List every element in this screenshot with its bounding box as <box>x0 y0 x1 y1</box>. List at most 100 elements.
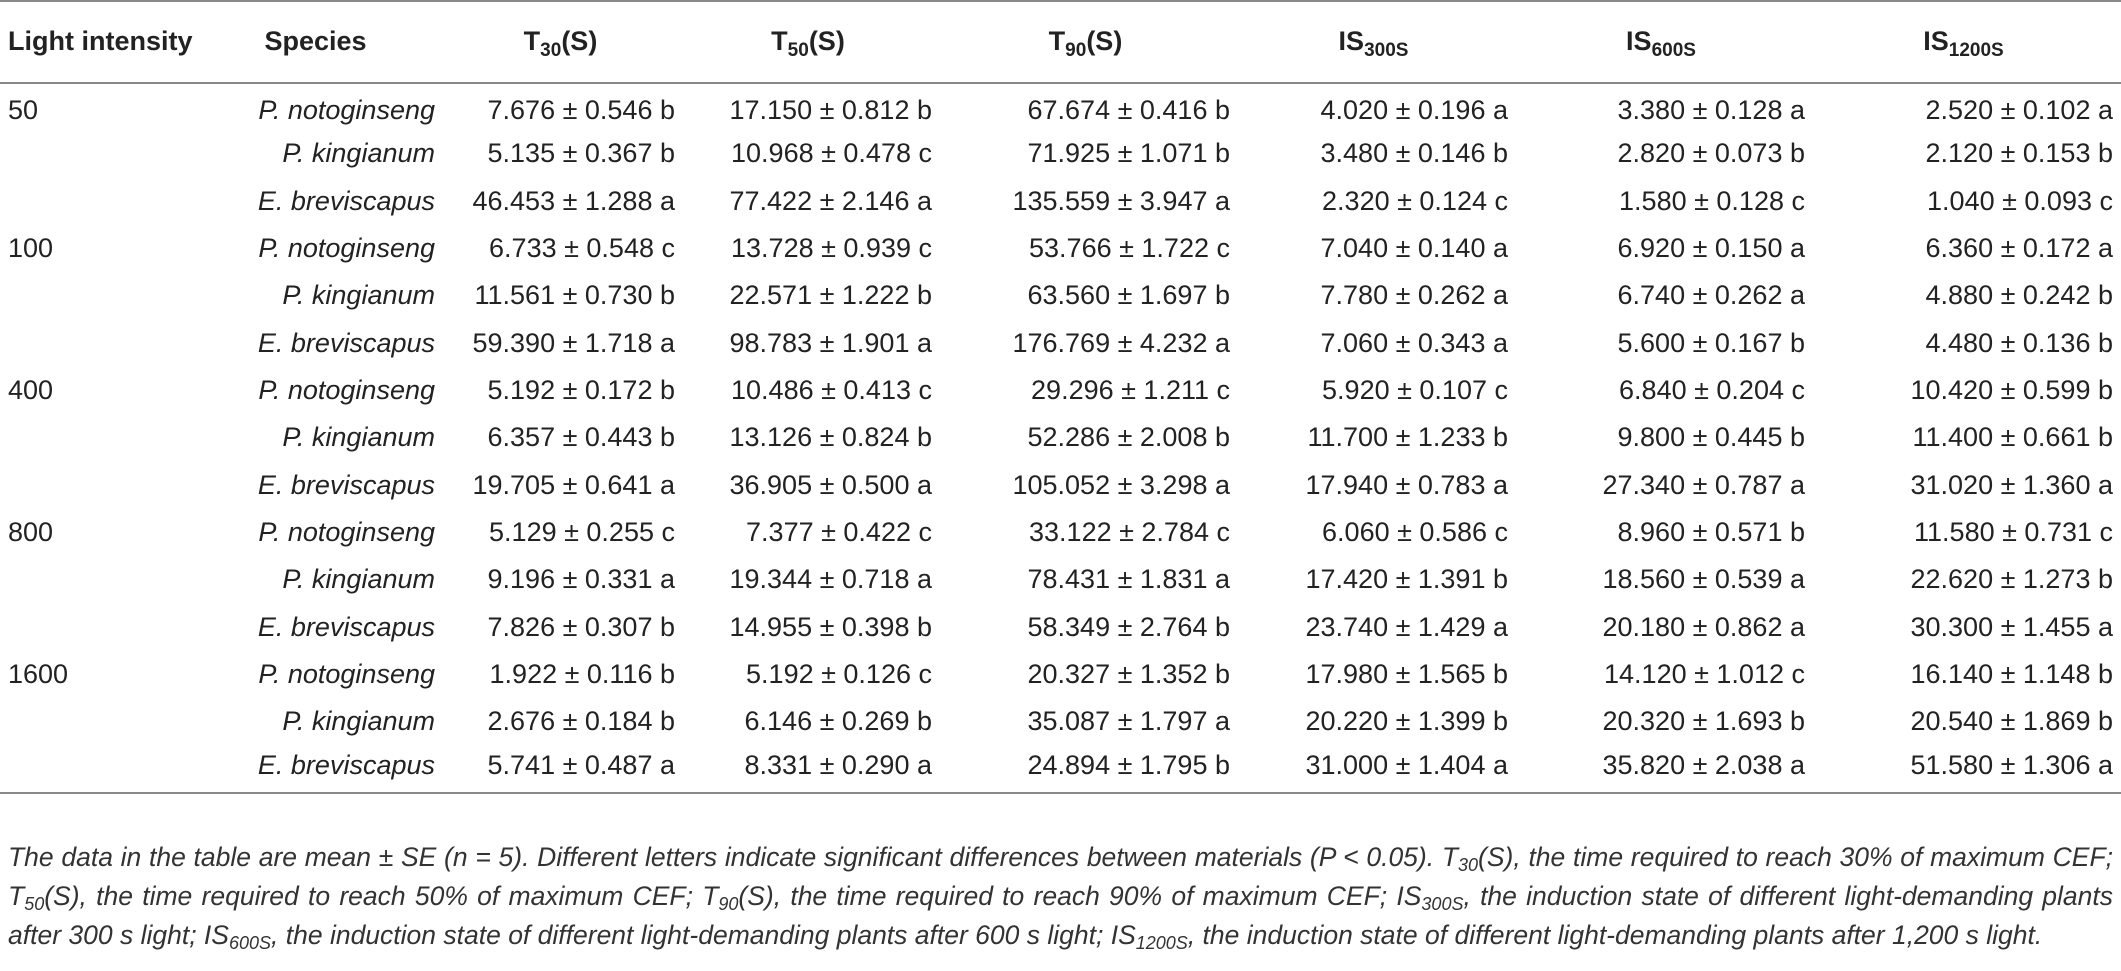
table-row: 1600 P. notoginseng 1.922 ± 0.116 b 5.192 ±… <box>0 651 2121 698</box>
t90-cell: 33.122 ± 2.784 c <box>1029 517 1230 548</box>
t90-cell: 29.296 ± 1.211 c <box>1031 375 1230 406</box>
t90-cell: 58.349 ± 2.764 b <box>1027 611 1231 642</box>
t50-cell: 36.905 ± 0.500 a <box>729 469 933 500</box>
t30-cell: 11.561 ± 0.730 b <box>474 280 675 311</box>
table-row: P. kingianum 5.135 ± 0.367 b 10.968 ± 0.47… <box>0 130 2121 177</box>
is300s-cell: 17.420 ± 1.391 b <box>1305 564 1509 595</box>
t50-cell: 98.783 ± 1.901 a <box>729 327 933 358</box>
is600s-cell: 1.580 ± 0.128 c <box>1619 185 1805 216</box>
is600s-cell: 35.820 ± 2.038 a <box>1516 745 1813 794</box>
t30-cell: 46.453 ± 1.288 a <box>472 185 676 216</box>
t30-cell: 19.705 ± 0.641 a <box>472 469 676 500</box>
t30-cell: 7.676 ± 0.546 b <box>487 95 675 126</box>
is300s-cell: 5.920 ± 0.107 c <box>1322 375 1508 406</box>
t50-cell: 6.146 ± 0.269 b <box>744 706 932 737</box>
table-row: 50 P. notoginseng 7.676 ± 0.546 b 17.150 ± … <box>0 83 2121 130</box>
is300s-cell: 3.480 ± 0.146 b <box>1320 138 1508 169</box>
light-intensity-cell: 100 <box>8 233 54 264</box>
is1200s-cell: 20.540 ± 1.869 b <box>1910 706 2114 737</box>
light-intensity-cell <box>0 272 195 319</box>
table-footnote: The data in the table are mean ± SE (n =… <box>8 842 2114 953</box>
table-row: E. breviscapus 5.741 ± 0.487 a 8.331 ± 0.2… <box>0 745 2121 794</box>
is600s-cell: 6.740 ± 0.262 a <box>1617 280 1805 311</box>
header-species: Species <box>195 0 445 84</box>
is600s-cell: 20.320 ± 1.693 b <box>1602 706 1806 737</box>
t50-cell: 5.192 ± 0.126 c <box>746 659 932 690</box>
t90-cell: 135.559 ± 3.947 a <box>1012 185 1230 216</box>
t30-cell: 5.192 ± 0.172 b <box>487 375 675 406</box>
is1200s-cell: 22.620 ± 1.273 b <box>1910 564 2114 595</box>
species-cell: P. notoginseng <box>258 233 435 264</box>
t50-cell: 77.422 ± 2.146 a <box>729 185 933 216</box>
light-intensity-cell <box>0 698 195 745</box>
is1200s-cell: 2.120 ± 0.153 b <box>1925 138 2113 169</box>
species-cell: P. kingianum <box>282 422 435 453</box>
species-cell: P. kingianum <box>282 280 435 311</box>
is600s-cell: 5.600 ± 0.167 b <box>1617 327 1805 358</box>
is600s-cell: 27.340 ± 0.787 a <box>1602 469 1806 500</box>
table-row: E. breviscapus 59.390 ± 1.718 a 98.783 ± 1… <box>0 320 2121 367</box>
is1200s-cell: 10.420 ± 0.599 b <box>1910 375 2114 406</box>
species-cell: E. breviscapus <box>257 611 435 642</box>
is1200s-cell: 51.580 ± 1.306 a <box>1813 745 2121 794</box>
t30-cell: 2.676 ± 0.184 b <box>487 706 675 737</box>
is1200s-cell: 31.020 ± 1.360 a <box>1910 469 2114 500</box>
is1200s-cell: 6.360 ± 0.172 a <box>1925 233 2113 264</box>
table-row: 800 P. notoginseng 5.129 ± 0.255 c 7.377 ± … <box>0 509 2121 556</box>
light-intensity-cell: 400 <box>8 375 54 406</box>
is600s-cell: 3.380 ± 0.128 a <box>1617 95 1805 126</box>
header-is600s: IS600S <box>1516 0 1813 84</box>
is300s-cell: 31.000 ± 1.404 a <box>1238 745 1516 794</box>
is300s-cell: 17.940 ± 0.783 a <box>1305 469 1509 500</box>
light-intensity-cell: 800 <box>8 517 54 548</box>
table-row: P. kingianum 9.196 ± 0.331 a 19.344 ± 0.71… <box>0 556 2121 603</box>
t90-cell: 176.769 ± 4.232 a <box>1012 327 1230 358</box>
table-row: 100 P. notoginseng 6.733 ± 0.548 c 13.728 ±… <box>0 225 2121 272</box>
is1200s-cell: 16.140 ± 1.148 b <box>1910 659 2114 690</box>
t90-cell: 20.327 ± 1.352 b <box>1027 659 1231 690</box>
species-cell: P. notoginseng <box>258 659 435 690</box>
table-row: P. kingianum 6.357 ± 0.443 b 13.126 ± 0.82… <box>0 414 2121 461</box>
t50-cell: 22.571 ± 1.222 b <box>729 280 933 311</box>
species-cell: E. breviscapus <box>257 185 435 216</box>
is600s-cell: 14.120 ± 1.012 c <box>1604 659 1805 690</box>
table-row: E. breviscapus 7.826 ± 0.307 b 14.955 ± 0.… <box>0 604 2121 651</box>
t50-cell: 8.331 ± 0.290 a <box>683 745 940 794</box>
table-row: P. kingianum 11.561 ± 0.730 b 22.571 ± 1.2… <box>0 272 2121 319</box>
species-cell: E. breviscapus <box>257 327 435 358</box>
t50-cell: 10.486 ± 0.413 c <box>731 375 932 406</box>
light-intensity-cell <box>0 556 195 603</box>
species-cell: P. notoginseng <box>258 95 435 126</box>
t30-cell: 59.390 ± 1.718 a <box>472 327 676 358</box>
header-t50: T50(S) <box>683 0 940 84</box>
t90-cell: 78.431 ± 1.831 a <box>1027 564 1231 595</box>
species-cell: E. breviscapus <box>257 469 435 500</box>
t30-cell: 5.135 ± 0.367 b <box>487 138 675 169</box>
t30-cell: 9.196 ± 0.331 a <box>487 564 675 595</box>
is1200s-cell: 1.040 ± 0.093 c <box>1927 185 2113 216</box>
table-body: 50 P. notoginseng 7.676 ± 0.546 b 17.150 ± … <box>0 83 2121 794</box>
light-intensity-cell <box>0 604 195 651</box>
table-row: P. kingianum 2.676 ± 0.184 b 6.146 ± 0.269… <box>0 698 2121 745</box>
t90-cell: 24.894 ± 1.795 b <box>940 745 1238 794</box>
t30-cell: 7.826 ± 0.307 b <box>487 611 675 642</box>
t90-cell: 71.925 ± 1.071 b <box>1027 138 1231 169</box>
t50-cell: 17.150 ± 0.812 b <box>729 95 933 126</box>
table-row: 400 P. notoginseng 5.192 ± 0.172 b 10.486 ±… <box>0 367 2121 414</box>
table-row: E. breviscapus 19.705 ± 0.641 a 36.905 ± 0… <box>0 462 2121 509</box>
is300s-cell: 4.020 ± 0.196 a <box>1320 95 1508 126</box>
t90-cell: 53.766 ± 1.722 c <box>1029 233 1230 264</box>
header-light-intensity: Light intensity <box>0 0 195 84</box>
species-cell: P. kingianum <box>282 706 435 737</box>
species-cell: E. breviscapus <box>195 745 445 794</box>
header-t30: T30(S) <box>445 0 683 84</box>
is1200s-cell: 11.400 ± 0.661 b <box>1912 422 2113 453</box>
t30-cell: 5.741 ± 0.487 a <box>445 745 683 794</box>
light-intensity-cell <box>0 462 195 509</box>
is600s-cell: 9.800 ± 0.445 b <box>1617 422 1805 453</box>
species-cell: P. kingianum <box>282 564 435 595</box>
is300s-cell: 2.320 ± 0.124 c <box>1322 185 1508 216</box>
is300s-cell: 17.980 ± 1.565 b <box>1305 659 1509 690</box>
is300s-cell: 7.040 ± 0.140 a <box>1320 233 1508 264</box>
